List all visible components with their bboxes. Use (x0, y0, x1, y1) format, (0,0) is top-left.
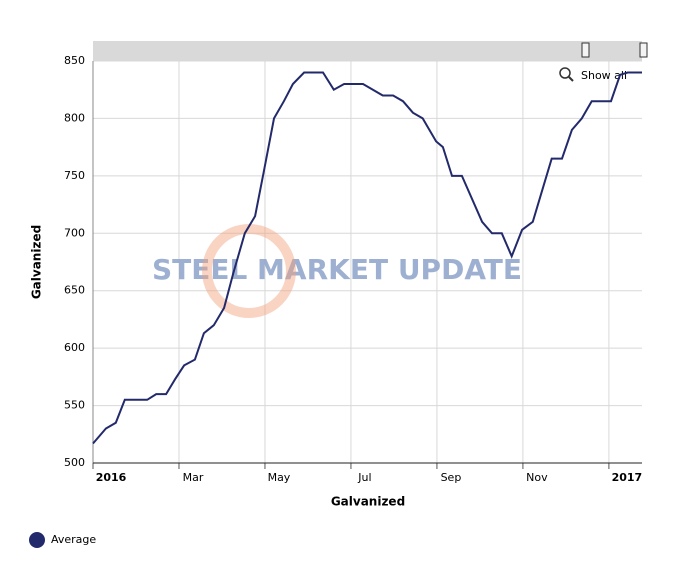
y-tick-label: 650 (64, 284, 85, 297)
y-tick-label: 600 (64, 341, 85, 354)
legend-label: Average (51, 533, 96, 546)
x-axis-title: Galvanized (331, 495, 405, 509)
zoom-button[interactable]: Show all (559, 67, 627, 82)
zoom-icon (559, 67, 571, 79)
x-tick-label: 2017 (612, 471, 643, 484)
x-tick-label: Mar (183, 471, 204, 484)
x-tick-label: Sep (441, 471, 462, 484)
scroll-handle[interactable] (581, 42, 590, 58)
x-tick-label: Jul (357, 471, 371, 484)
watermark-logo (202, 224, 296, 318)
zoom-icon (568, 76, 574, 82)
x-tick-label: 2016 (96, 471, 127, 484)
scrollbar[interactable] (93, 41, 642, 61)
y-tick-label: 500 (64, 456, 85, 469)
zoom-label[interactable]: Show all (581, 69, 627, 82)
y-tick-label: 550 (64, 399, 85, 412)
y-tick-label: 750 (64, 169, 85, 182)
x-tick-label: May (268, 471, 291, 484)
legend-marker (29, 532, 45, 548)
line-series (92, 71, 642, 445)
scroll-handle[interactable] (639, 42, 648, 58)
y-tick-label: 850 (64, 54, 85, 67)
watermark: STEEL MARKET UPDATE (152, 253, 522, 286)
grid (92, 60, 642, 464)
x-tick-label: Nov (526, 471, 548, 484)
y-tick-label: 700 (64, 226, 85, 239)
y-axis-title: Galvanized (30, 225, 44, 299)
y-tick-label: 800 (64, 111, 85, 124)
